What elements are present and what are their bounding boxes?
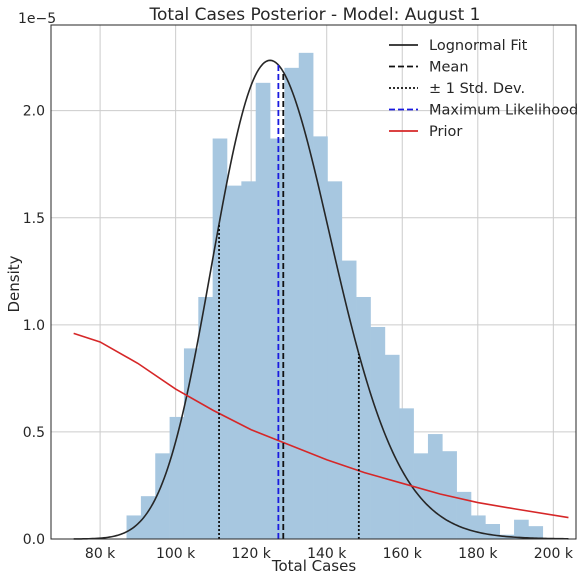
plot-frame	[50, 24, 577, 540]
x-tick-label: 140 k	[307, 546, 347, 562]
histogram-bar	[384, 354, 400, 539]
histogram-bar	[514, 519, 529, 539]
x-tick-label: 160 k	[383, 546, 423, 562]
histogram-bar	[198, 296, 213, 539]
histogram-bar	[399, 408, 414, 539]
histogram-bar	[485, 524, 501, 539]
histogram-bar	[528, 526, 544, 539]
y-axis-label: Density	[5, 255, 23, 312]
x-tick-labels: 80 k 100 k 120 k 140 k 160 k 180 k 200 k	[85, 546, 574, 562]
histogram-bar	[298, 52, 314, 539]
histogram-bar	[442, 451, 457, 539]
histogram-bars	[126, 52, 544, 539]
histogram-bar	[471, 515, 486, 539]
histogram-bar	[255, 82, 271, 539]
y-tick-labels: 0.0 0.5 1.0 1.5 2.0	[23, 104, 45, 548]
prior-line	[73, 332, 569, 519]
legend-label: Mean	[429, 60, 469, 76]
histogram-bar	[370, 326, 386, 539]
series-lines	[73, 59, 569, 540]
histogram-bar	[241, 181, 257, 539]
histogram-bar	[212, 138, 228, 539]
y-tick-label: 1.5	[23, 211, 45, 227]
x-tick-label: 100 k	[156, 546, 196, 562]
x-tick-label: 180 k	[458, 546, 498, 562]
histogram-bar	[341, 260, 357, 539]
histogram-bar	[413, 453, 429, 539]
x-axis-label: Total Cases	[271, 557, 357, 575]
lognormal-fit-line	[73, 59, 569, 540]
x-tick-label: 200 k	[534, 546, 574, 562]
x-tick-label: 80 k	[85, 546, 116, 562]
y-tick-label: 0.5	[23, 425, 45, 441]
y-tick-label: 0.0	[23, 532, 45, 548]
histogram-bar	[227, 185, 242, 539]
legend-label: ± 1 Std. Dev.	[429, 81, 525, 97]
legend-label: Lognormal Fit	[429, 38, 528, 54]
histogram-bar	[313, 136, 328, 539]
histogram-bar	[284, 67, 300, 539]
x-tick-label: 120 k	[232, 546, 272, 562]
legend-label: Maximum Likelihood	[429, 103, 578, 119]
legend: Lognormal Fit Mean ± 1 Std. Dev. Maximum Li…	[389, 38, 578, 140]
y-tick-label: 2.0	[23, 104, 45, 120]
histogram-bar	[427, 434, 443, 539]
y-tick-label: 1.0	[23, 318, 45, 334]
chart-title: Total Cases Posterior - Model: August 1	[149, 5, 481, 25]
y-offset-text: 1e−5	[18, 11, 56, 27]
legend-label: Prior	[429, 124, 462, 140]
